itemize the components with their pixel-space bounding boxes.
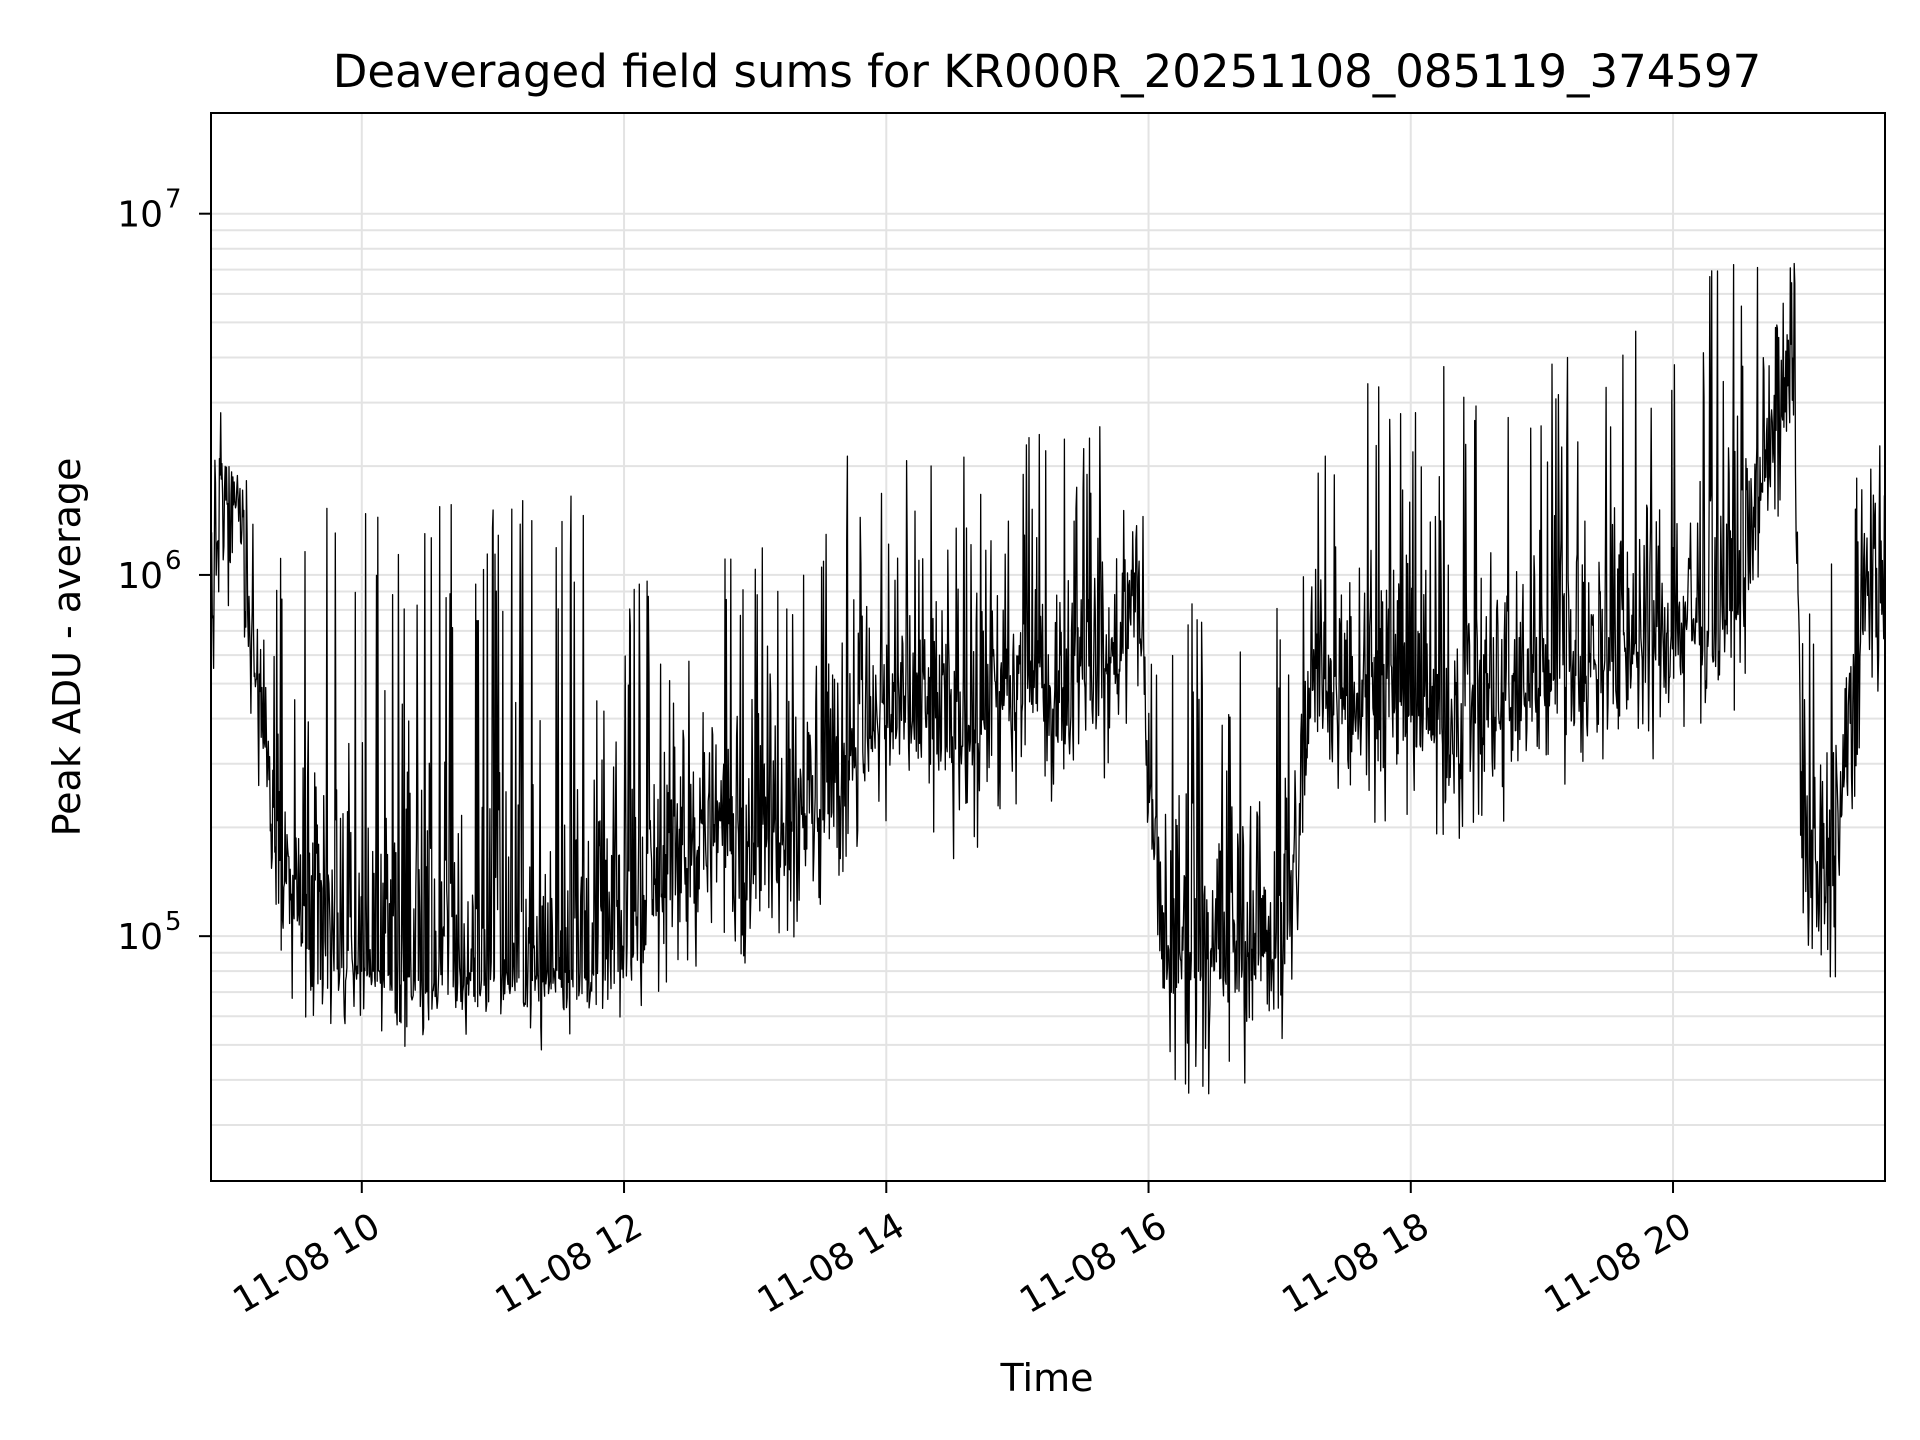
y-tick-exponent: 5 xyxy=(165,907,182,937)
y-tick-exponent: 7 xyxy=(165,185,182,215)
series-line xyxy=(210,262,1886,1095)
y-axis-label: Peak ADU - average xyxy=(45,458,89,837)
series-path xyxy=(210,262,1886,1095)
plot-frame xyxy=(210,112,1886,1182)
y-tick-label: 10 xyxy=(117,195,163,236)
chart-title: Deaveraged field sums for KR000R_2025110… xyxy=(333,45,1762,98)
y-tick-label: 10 xyxy=(117,917,163,958)
x-axis-label: Time xyxy=(1000,1356,1094,1400)
y-tick-exponent: 6 xyxy=(165,546,182,576)
y-tick-label: 10 xyxy=(117,556,163,597)
